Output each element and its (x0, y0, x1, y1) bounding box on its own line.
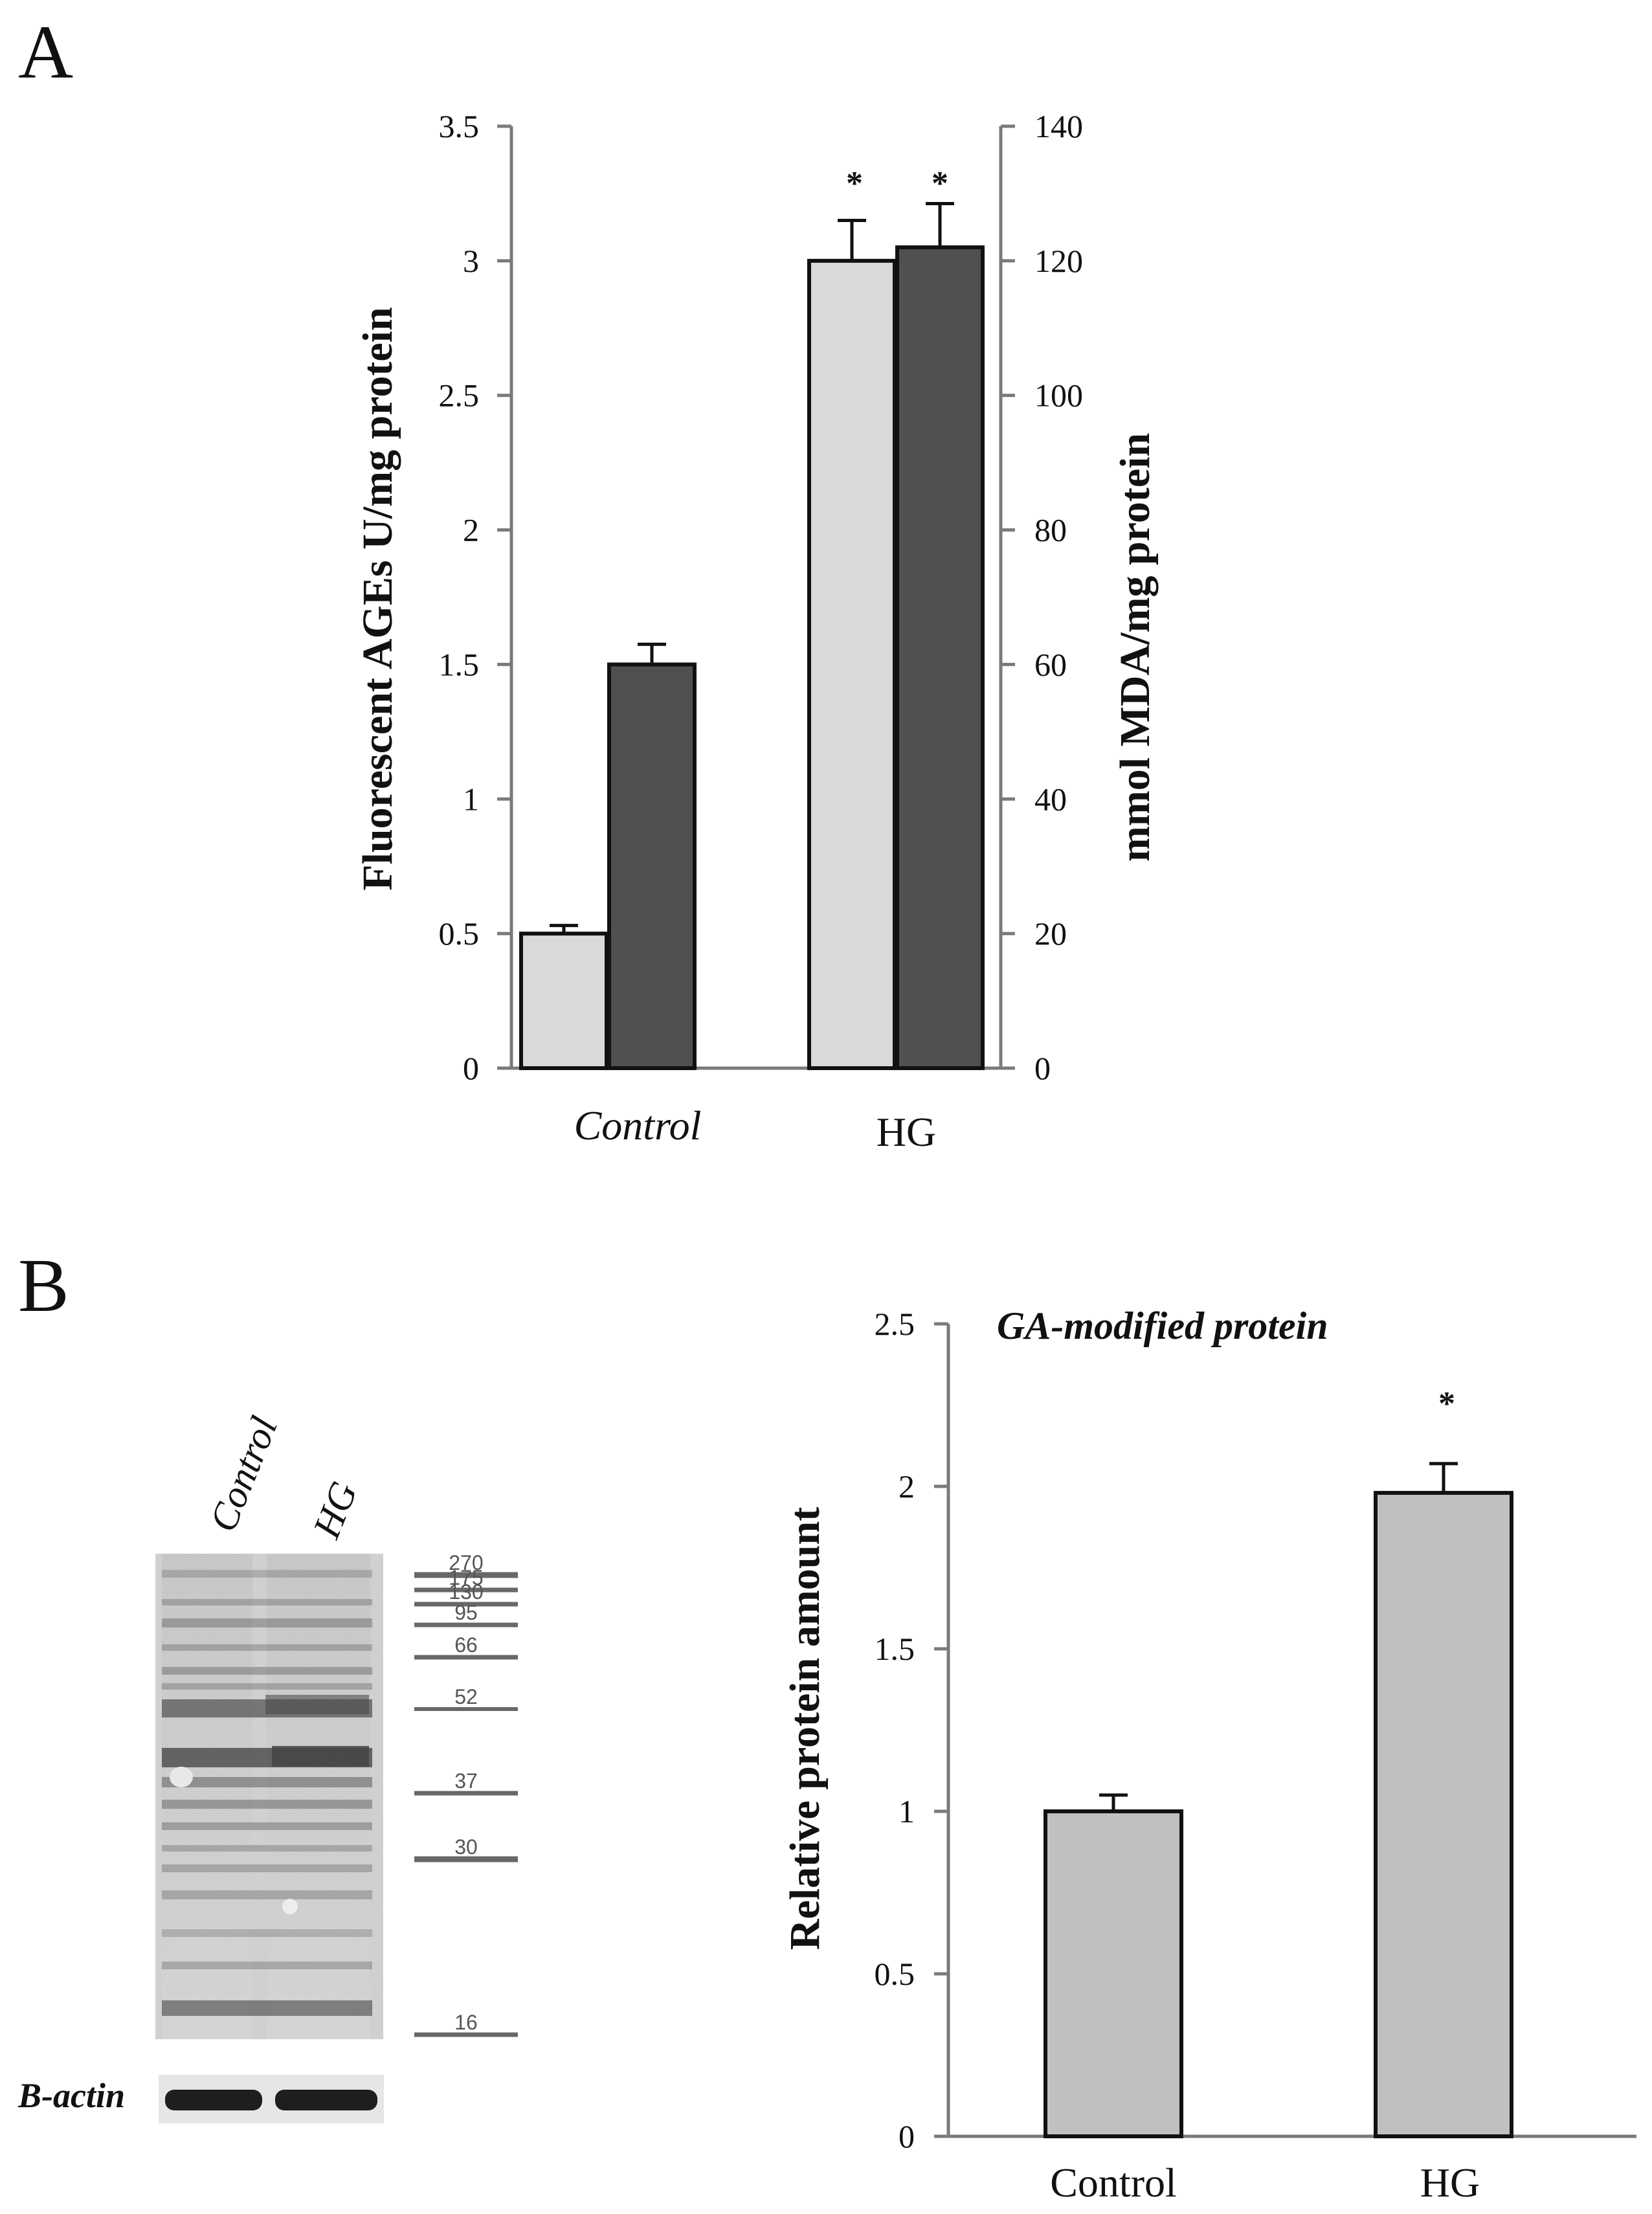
a-right-tick-label: 80 (1034, 512, 1067, 548)
b-y-tick-label: 1 (899, 1793, 915, 1829)
marker-label: 270 (449, 1551, 483, 1574)
marker-label: 30 (454, 1835, 478, 1859)
a-left-tick-label: 1.5 (439, 646, 480, 682)
b-category-hg: HG (1420, 2160, 1480, 2206)
b-y-tick-label: 2.5 (875, 1306, 915, 1342)
a-left-axis-label: Fluorescent AGEs U/mg protein (354, 307, 401, 890)
b-error-bar-control (1099, 1793, 1128, 1811)
a-right-tick-label: 140 (1034, 108, 1083, 144)
a-right-tick-label: 120 (1034, 243, 1083, 279)
a-right-tick-label: 40 (1034, 781, 1067, 817)
a-left-tick-label: 0 (463, 1050, 479, 1086)
b-y-tick-label: 0.5 (875, 1956, 915, 1992)
b-actin-label: B-actin (17, 2076, 125, 2115)
marker-label: 130 (449, 1580, 483, 1604)
a-bar-ages-control (519, 932, 608, 1070)
a-bar-mda-hg (895, 245, 985, 1071)
a-left-tick-label: 2 (463, 512, 479, 548)
panel-a-letter: A (18, 10, 73, 95)
b-y-tick-label: 2 (899, 1468, 915, 1504)
marker-label: 175 (449, 1566, 483, 1589)
b-significance-hg: * (1438, 1385, 1455, 1422)
a-right-tick-label: 0 (1034, 1050, 1051, 1086)
marker-label: 52 (454, 1685, 478, 1708)
western-blot: Control HG (17, 1411, 518, 2123)
b-chart-title: GA-modified protein (997, 1304, 1328, 1347)
blot-texture (155, 1554, 383, 2039)
a-left-tick-label: 3.5 (439, 108, 480, 144)
panel-b-letter: B (18, 1243, 69, 1328)
panel-b: B Control HG (17, 1243, 1636, 2206)
a-category-control: Control (574, 1102, 702, 1148)
blot-lane-label-hg: HG (304, 1476, 365, 1545)
a-error-bar-mda-hg (926, 202, 954, 248)
a-right-tick-label: 60 (1034, 646, 1067, 682)
a-left-tick-label: 1 (463, 781, 479, 817)
a-left-tick-label: 2.5 (439, 377, 480, 414)
b-actin-band-hg (275, 2090, 377, 2110)
b-category-control: Control (1050, 2160, 1177, 2206)
b-actin-band-control (165, 2090, 262, 2110)
b-y-tick-label: 1.5 (875, 1631, 915, 1667)
a-right-axis-label: mmol MDA/mg protein (1111, 433, 1159, 862)
a-error-bar-mda-control (638, 642, 666, 665)
marker-label: 95 (454, 1601, 478, 1624)
marker-label: 66 (454, 1633, 478, 1657)
panel-b-chart: 0 0.5 1 1.5 2 2.5 GA-modified protein * Contr… (781, 1304, 1636, 2206)
a-right-tick-label: 100 (1034, 377, 1083, 414)
b-bar-control (1044, 1809, 1183, 2138)
b-y-ticks: 0 0.5 1 1.5 2 2.5 (875, 1306, 948, 2154)
a-bar-ages-hg (807, 258, 897, 1070)
marker-label: 37 (454, 1769, 478, 1793)
blot-lane-label-control: Control (201, 1411, 285, 1538)
a-left-tick-label: 0.5 (439, 915, 480, 952)
a-left-tick-label: 3 (463, 243, 479, 279)
a-left-ticks: 0 0.5 1 1.5 2 2.5 3 3.5 (439, 108, 511, 1086)
b-bar-hg (1374, 1491, 1513, 2139)
a-right-tick-label: 20 (1034, 915, 1067, 952)
b-error-bar-hg (1429, 1462, 1458, 1493)
a-significance-mda-hg: * (932, 165, 948, 202)
a-right-ticks: 0 20 40 60 80 100 120 140 (1001, 108, 1083, 1086)
a-significance-ages-hg: * (846, 165, 863, 202)
a-bar-mda-control (607, 662, 697, 1070)
b-y-tick-label: 0 (899, 2118, 915, 2154)
a-error-bar-ages-hg (838, 219, 866, 261)
a-category-hg: HG (876, 1109, 936, 1155)
b-y-axis-label: Relative protein amount (781, 1507, 829, 1950)
a-error-bar-ages-control (550, 924, 578, 934)
marker-label: 16 (454, 2011, 478, 2034)
